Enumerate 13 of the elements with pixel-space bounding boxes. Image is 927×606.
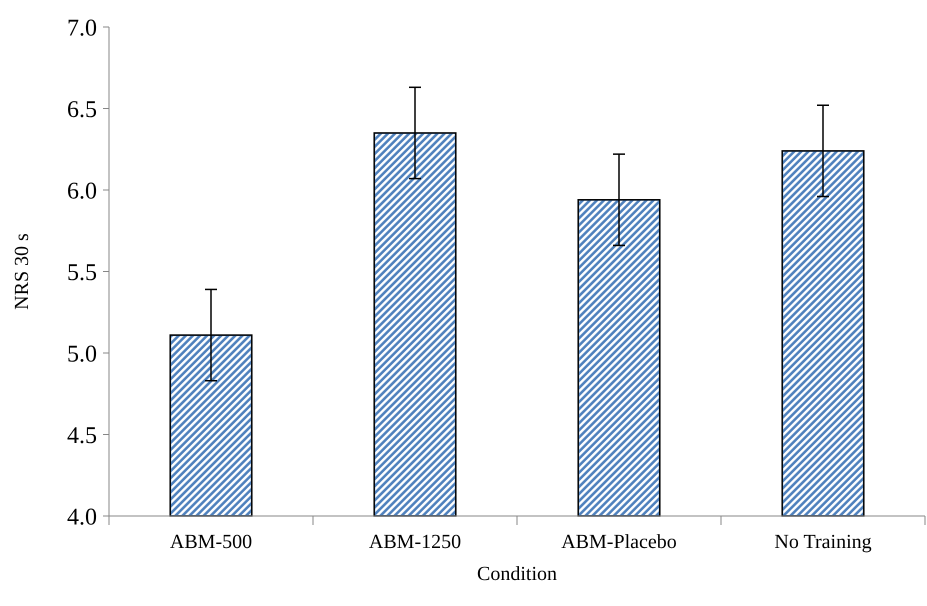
y-tick-label: 4.5 [67,422,97,449]
y-tick-label: 5.0 [67,341,97,368]
y-tick-label: 6.0 [67,178,97,204]
y-axis-title: NRS 30 s [11,232,33,310]
y-tick-label: 6.5 [67,96,97,123]
x-axis-title: Condition [476,563,558,585]
x-tick-label: No Training [774,531,872,553]
y-tick-label: 5.5 [67,260,97,286]
x-tick-label: ABM-Placebo [561,531,677,553]
y-tick-label: 7.0 [67,15,97,42]
y-tick-label: 4.0 [67,504,97,530]
x-tick-label: ABM-500 [170,531,252,553]
x-tick-label: ABM-1250 [368,531,462,553]
